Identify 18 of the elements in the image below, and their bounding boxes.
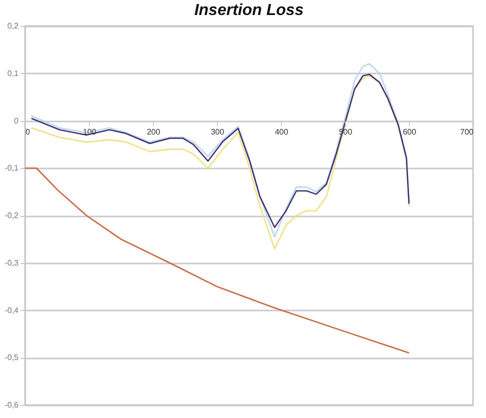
line-series: [24, 167, 410, 354]
y-tick-label: 0,1: [7, 68, 20, 78]
y-tick-label: 0: [14, 116, 20, 126]
y-tick-label: -0,5: [4, 353, 20, 362]
y-tick-label: 0,2: [7, 22, 20, 30]
x-tick-label: 700: [460, 127, 474, 136]
x-tick-label: 600: [402, 127, 417, 136]
x-tick-label: 400: [274, 127, 289, 136]
x-tick-label: 100: [82, 127, 97, 136]
y-tick-label: -0,6: [4, 400, 20, 410]
x-tick-label: 200: [146, 127, 161, 136]
y-tick-label: -0,3: [4, 258, 20, 268]
x-tick-label: 300: [210, 127, 225, 136]
y-tick-label: -0,1: [4, 164, 20, 173]
y-tick-label: -0,4: [4, 306, 20, 315]
y-tick-label: -0,2: [4, 211, 20, 220]
chart-title: Insertion Loss: [194, 2, 304, 19]
x-tick-label: 0: [26, 127, 30, 136]
